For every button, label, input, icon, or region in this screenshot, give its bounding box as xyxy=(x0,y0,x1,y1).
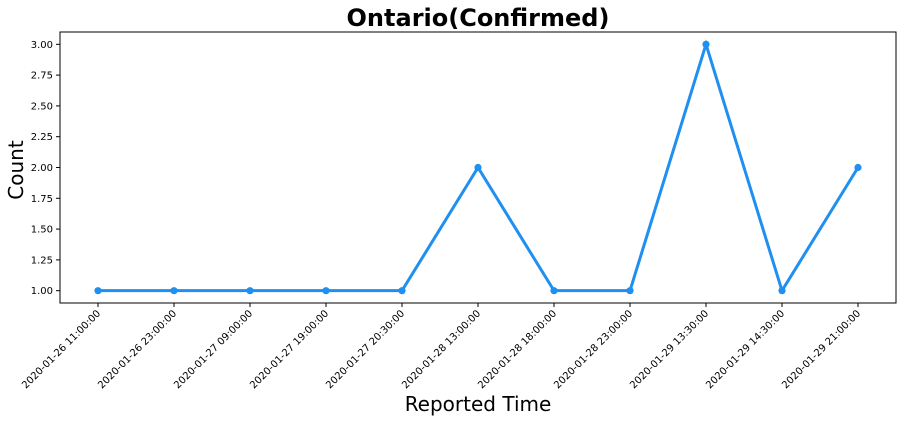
x-tick-label: 2020-01-28 13:00:00 xyxy=(400,308,483,391)
x-tick-label: 2020-01-27 20:30:00 xyxy=(324,308,407,391)
x-tick-label: 2020-01-27 19:00:00 xyxy=(248,308,331,391)
x-axis-label: Reported Time xyxy=(405,392,552,416)
y-tick-label: 2.50 xyxy=(31,101,53,112)
y-tick-label: 2.00 xyxy=(31,163,53,174)
x-tick-label: 2020-01-29 21:00:00 xyxy=(780,308,863,391)
data-point xyxy=(474,163,482,172)
data-point xyxy=(398,287,406,295)
y-tick-label: 1.00 xyxy=(31,286,53,297)
x-tick-label: 2020-01-26 23:00:00 xyxy=(96,308,179,391)
y-tick-label: 2.75 xyxy=(31,71,53,82)
x-tick-label: 2020-01-29 13:30:00 xyxy=(628,308,711,391)
data-point xyxy=(94,287,102,295)
x-tick-label: 2020-01-28 18:00:00 xyxy=(476,308,559,391)
data-point xyxy=(778,287,786,295)
y-tick-label: 3.00 xyxy=(31,40,53,51)
data-point xyxy=(854,163,862,172)
x-tick-label: 2020-01-27 09:00:00 xyxy=(172,308,255,391)
x-tick-label: 2020-01-29 14:30:00 xyxy=(704,308,787,391)
data-point xyxy=(170,287,178,295)
y-tick-label: 1.25 xyxy=(31,255,53,266)
x-tick-label: 2020-01-28 23:00:00 xyxy=(552,308,635,391)
y-tick-label: 1.75 xyxy=(31,194,53,205)
y-axis-label: Count xyxy=(4,140,28,200)
data-point xyxy=(626,287,634,295)
data-point xyxy=(322,287,330,295)
y-axis: 1.00 1.25 1.50 1.75 2.00 2.25 2.50 2.75 3.00 xyxy=(31,40,60,297)
data-point xyxy=(550,287,558,295)
y-tick-label: 2.25 xyxy=(31,132,53,143)
y-tick-label: 1.50 xyxy=(31,225,53,236)
x-tick-label: 2020-01-26 11:00:00 xyxy=(20,308,103,391)
data-point xyxy=(702,40,710,48)
data-point xyxy=(246,287,254,295)
chart-title: Ontario(Confirmed) xyxy=(347,4,610,32)
series-layer xyxy=(94,39,862,295)
